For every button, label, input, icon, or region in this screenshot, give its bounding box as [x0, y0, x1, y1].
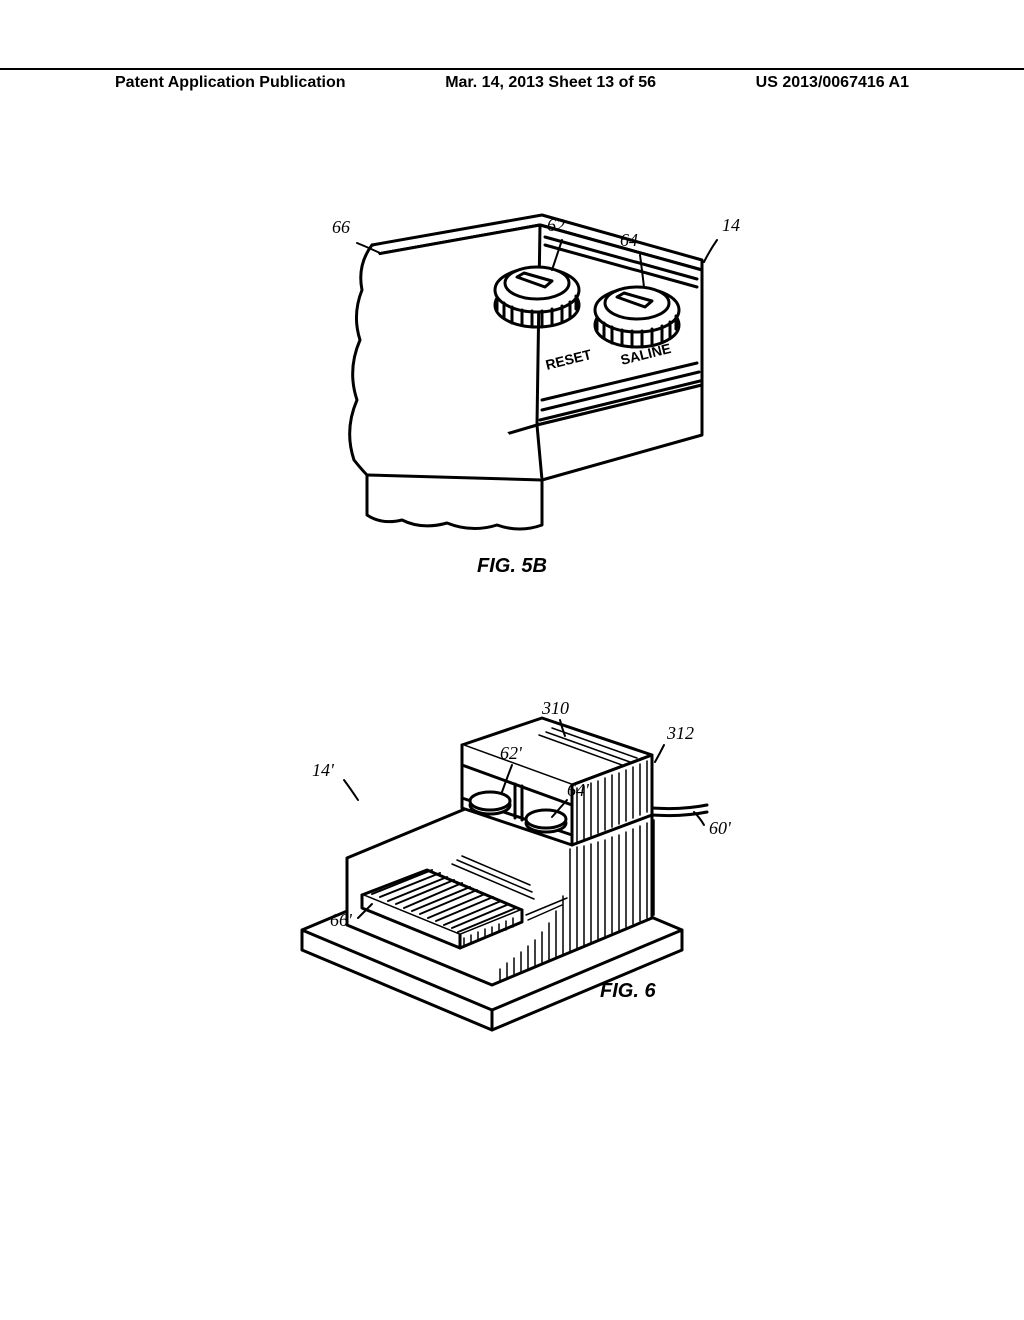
- ref-66: 66: [332, 217, 350, 238]
- figure-5b: RESET SALINE 66 62 64 14: [262, 175, 762, 565]
- header-date-sheet: Mar. 14, 2013 Sheet 13 of 56: [445, 74, 656, 92]
- header-patent-number: US 2013/0067416 A1: [756, 74, 909, 92]
- header-publication: Patent Application Publication: [115, 74, 346, 92]
- patent-header: Patent Application Publication Mar. 14, …: [0, 68, 1024, 92]
- ref-60-prime: 60': [709, 818, 731, 839]
- ref-310: 310: [542, 698, 569, 719]
- figure-6-drawing: [232, 660, 792, 1060]
- ref-312: 312: [667, 723, 694, 744]
- figure-5b-label: FIG. 5B: [477, 555, 547, 578]
- figure-6-label: FIG. 6: [600, 980, 656, 1003]
- ref-64: 64: [620, 230, 638, 251]
- figure-6: 14' 66' 62' 64' 310 312 60': [232, 660, 792, 1060]
- ref-66-prime: 66': [330, 910, 352, 931]
- ref-64-prime: 64': [567, 780, 589, 801]
- ref-62-prime: 62': [500, 743, 522, 764]
- ref-14: 14: [722, 215, 740, 236]
- ref-62: 62: [547, 215, 565, 236]
- ref-14-prime: 14': [312, 760, 334, 781]
